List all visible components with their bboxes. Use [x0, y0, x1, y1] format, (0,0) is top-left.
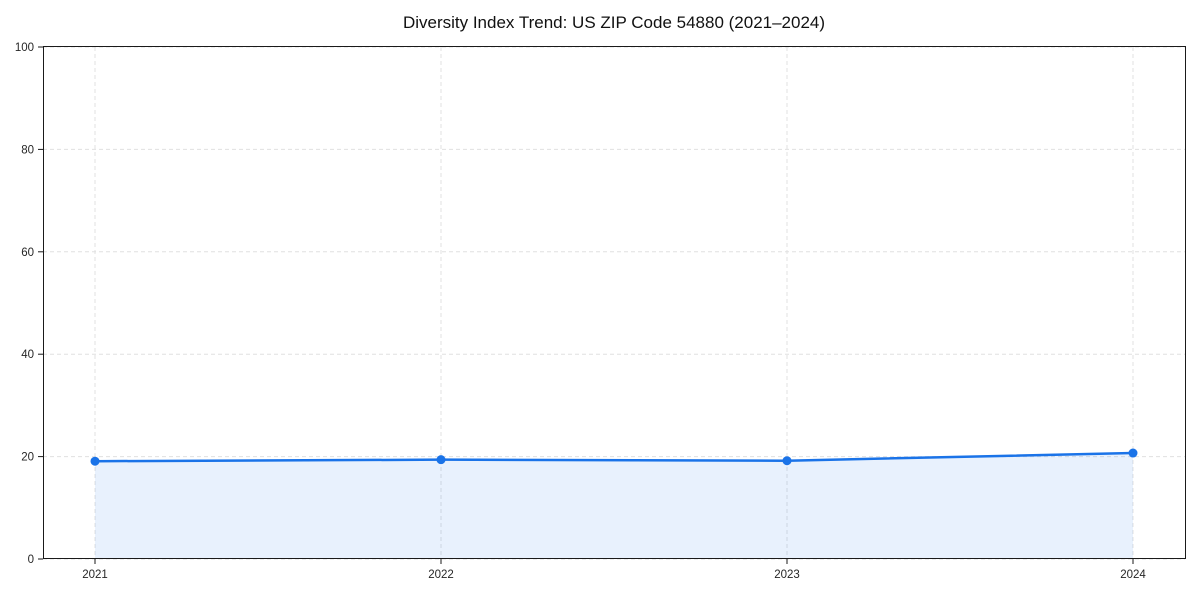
x-tick-label: 2022 [428, 569, 454, 581]
data-point-2024[interactable] [1128, 448, 1138, 458]
y-tick-label: 20 [21, 452, 34, 464]
y-tick-label: 60 [21, 247, 34, 259]
x-tick-label: 2023 [774, 569, 800, 581]
x-tick-label: 2024 [1120, 569, 1146, 581]
x-tick-label: 2021 [82, 569, 108, 581]
trend-line [93, 451, 1135, 463]
area-fill [95, 453, 1133, 559]
y-tick-label: 40 [21, 349, 34, 361]
data-point-2021[interactable] [90, 456, 100, 466]
data-point-2022[interactable] [436, 455, 446, 465]
chart-title: Diversity Index Trend: US ZIP Code 54880… [402, 13, 826, 32]
y-tick-label: 0 [28, 554, 34, 566]
data-point-2023[interactable] [782, 456, 792, 466]
plot-border [43, 46, 1186, 559]
y-tick-label: 80 [21, 144, 34, 156]
y-tick-label: 100 [15, 42, 34, 54]
